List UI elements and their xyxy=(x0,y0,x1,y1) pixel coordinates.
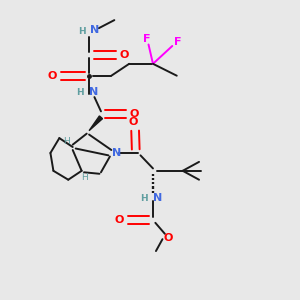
Text: O: O xyxy=(164,233,173,243)
Polygon shape xyxy=(89,116,103,131)
Text: O: O xyxy=(114,215,124,225)
Text: H: H xyxy=(140,194,147,203)
Text: H: H xyxy=(76,88,83,97)
Text: H: H xyxy=(81,173,87,182)
Text: O: O xyxy=(47,71,57,81)
Text: N: N xyxy=(153,193,162,203)
Text: O: O xyxy=(129,117,138,127)
Text: N: N xyxy=(90,25,99,35)
Text: N: N xyxy=(89,87,98,97)
Text: O: O xyxy=(130,109,139,119)
Text: H: H xyxy=(78,27,86,36)
Text: O: O xyxy=(119,50,128,60)
Text: F: F xyxy=(143,34,151,44)
Text: H: H xyxy=(63,136,70,146)
Text: F: F xyxy=(175,38,182,47)
Text: N: N xyxy=(112,148,121,158)
